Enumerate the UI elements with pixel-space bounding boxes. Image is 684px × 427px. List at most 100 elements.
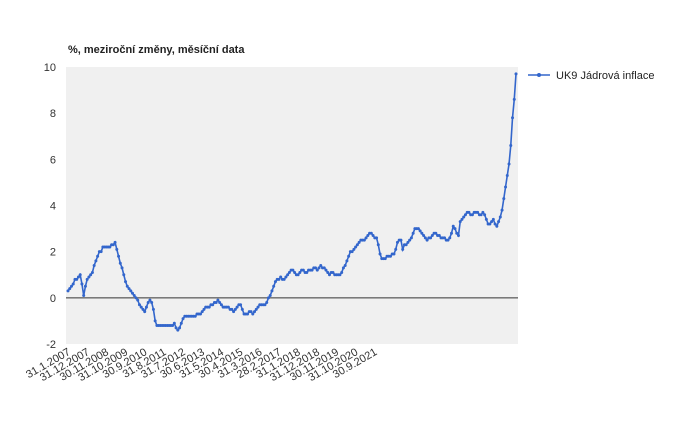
data-point <box>253 310 257 314</box>
data-point <box>129 289 133 293</box>
data-point <box>463 213 467 217</box>
data-point <box>235 305 239 309</box>
data-point <box>310 268 314 272</box>
data-point <box>216 298 220 302</box>
data-point <box>364 236 368 240</box>
data-point <box>411 231 415 235</box>
data-point <box>406 240 410 244</box>
y-tick-label: 4 <box>50 201 56 213</box>
data-point <box>437 234 441 238</box>
data-point <box>425 238 429 242</box>
data-point <box>218 300 222 304</box>
data-point <box>509 143 513 147</box>
y-tick-label: 6 <box>50 154 56 166</box>
data-point <box>491 217 495 221</box>
data-point <box>448 236 452 240</box>
data-point <box>456 234 460 238</box>
data-point <box>272 284 276 288</box>
data-point <box>127 287 131 291</box>
data-point <box>193 314 197 318</box>
data-point <box>327 273 331 277</box>
data-point <box>134 296 138 300</box>
legend-label: UK9 Jádrová inflace <box>556 70 654 82</box>
data-point <box>115 247 119 251</box>
data-point <box>434 231 438 235</box>
data-point <box>211 303 215 307</box>
data-point <box>249 310 253 314</box>
data-point <box>80 282 84 286</box>
x-axis: 31.1.200731.12.200730.11.200831.10.20093… <box>24 346 379 384</box>
data-point <box>422 234 426 238</box>
data-point <box>130 291 134 295</box>
legend-marker-icon <box>537 73 541 77</box>
y-axis: -2 0 2 4 6 8 10 <box>44 62 56 351</box>
data-point <box>136 298 140 302</box>
data-point <box>83 284 87 288</box>
data-point <box>256 305 260 309</box>
data-point <box>90 270 94 274</box>
data-point <box>266 296 270 300</box>
data-point <box>113 240 117 244</box>
data-point <box>78 273 82 277</box>
data-point <box>141 307 145 311</box>
data-point <box>354 245 358 249</box>
data-point <box>148 298 152 302</box>
data-point <box>362 238 366 242</box>
data-point <box>429 236 433 240</box>
data-point <box>331 270 335 274</box>
data-point <box>352 247 356 251</box>
data-point <box>207 305 211 309</box>
data-point <box>455 231 459 235</box>
data-point <box>94 259 98 263</box>
data-point <box>340 270 344 274</box>
data-point <box>150 300 154 304</box>
data-point <box>232 310 236 314</box>
data-point <box>124 280 128 284</box>
data-point <box>75 277 79 281</box>
plot-area <box>66 67 518 344</box>
data-point <box>120 266 124 270</box>
data-point <box>151 307 155 311</box>
data-point <box>324 268 328 272</box>
data-point <box>219 303 223 307</box>
data-point <box>451 224 455 228</box>
data-point <box>488 222 492 226</box>
data-point <box>298 270 302 274</box>
data-point <box>462 215 466 219</box>
data-point <box>450 231 454 235</box>
data-point <box>500 208 504 212</box>
legend[interactable]: UK9 Jádrová inflace <box>528 70 654 82</box>
data-point <box>507 162 511 166</box>
data-point <box>291 268 295 272</box>
data-point <box>511 116 515 120</box>
data-point <box>226 305 230 309</box>
data-point <box>277 277 281 281</box>
data-point <box>369 231 373 235</box>
data-point <box>117 254 121 258</box>
data-point <box>82 294 86 298</box>
data-point <box>479 213 483 217</box>
y-tick-label: 10 <box>44 62 56 74</box>
data-point <box>383 257 387 261</box>
data-point <box>305 270 309 274</box>
data-point <box>338 273 342 277</box>
data-point <box>143 310 147 314</box>
data-point <box>512 97 516 101</box>
data-point <box>296 273 300 277</box>
y-tick-label: 0 <box>50 293 56 305</box>
data-point <box>408 238 412 242</box>
data-point <box>476 210 480 214</box>
data-point <box>483 213 487 217</box>
data-point <box>495 224 499 228</box>
y-tick-label: 8 <box>50 108 56 120</box>
data-point <box>251 312 255 316</box>
y-tick-label: 2 <box>50 247 56 259</box>
data-point <box>350 250 354 254</box>
data-point <box>505 173 509 177</box>
data-point <box>200 310 204 314</box>
data-point <box>139 305 143 309</box>
data-point <box>378 252 382 256</box>
data-point <box>301 268 305 272</box>
data-point <box>76 275 80 279</box>
chart-title: %, meziroční změny, měsíční data <box>68 44 245 56</box>
